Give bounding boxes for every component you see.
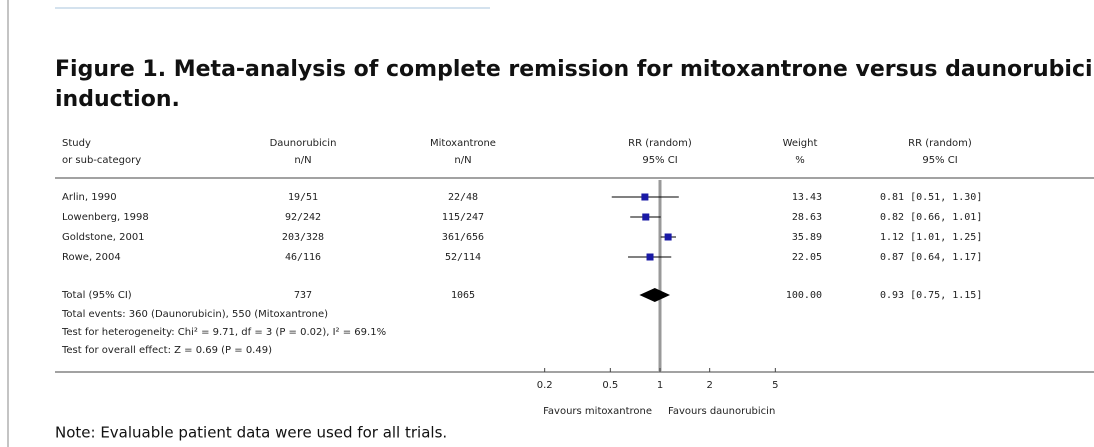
column-header: Study [62, 138, 91, 149]
daunorubicin-count: 92/242 [285, 212, 321, 223]
ci-label: 1.12 [1.01, 1.25] [880, 232, 982, 243]
mitoxantrone-count: 361/656 [442, 232, 484, 243]
study-name: Lowenberg, 1998 [62, 212, 149, 223]
pooled-diamond [639, 288, 671, 302]
mitoxantrone-count: 1065 [451, 290, 475, 301]
x-tick-label: 1 [657, 380, 663, 391]
study-name: Arlin, 1990 [62, 192, 117, 203]
daunorubicin-count: 203/328 [282, 232, 324, 243]
study-name: Total (95% CI) [61, 290, 132, 301]
column-header: n/N [454, 155, 471, 166]
mitoxantrone-count: 52/114 [445, 252, 481, 263]
point-estimate [664, 233, 672, 241]
column-header: Weight [783, 138, 818, 149]
ci-label: 0.93 [0.75, 1.15] [880, 290, 982, 301]
column-header: RR (random) [908, 138, 972, 149]
ci-label: 0.81 [0.51, 1.30] [880, 192, 982, 203]
weight: 28.63 [792, 212, 822, 223]
column-header: 95% CI [642, 155, 677, 166]
point-estimate [641, 193, 649, 201]
x-tick-label: 5 [772, 380, 778, 391]
daunorubicin-count: 737 [294, 290, 312, 301]
footnote: Note: Evaluable patient data were used f… [55, 424, 447, 442]
x-tick-label: 2 [706, 380, 712, 391]
mitoxantrone-count: 115/247 [442, 212, 484, 223]
column-header: Mitoxantrone [430, 138, 496, 149]
column-header: Daunorubicin [270, 138, 337, 149]
study-name: Rowe, 2004 [62, 252, 121, 263]
summary-note: Test for heterogeneity: Chi² = 9.71, df … [61, 327, 386, 338]
ci-label: 0.82 [0.66, 1.01] [880, 212, 982, 223]
column-header: % [795, 155, 805, 166]
daunorubicin-count: 19/51 [288, 192, 318, 203]
column-header: 95% CI [922, 155, 957, 166]
weight: 13.43 [792, 192, 822, 203]
column-header: or sub-category [62, 155, 141, 166]
favours-left: Favours mitoxantrone [543, 406, 652, 417]
mitoxantrone-count: 22/48 [448, 192, 478, 203]
favours-right: Favours daunorubicin [668, 406, 775, 417]
daunorubicin-count: 46/116 [285, 252, 321, 263]
weight: 35.89 [792, 232, 822, 243]
title-line: Figure 1. Meta-analysis of complete remi… [55, 57, 1094, 82]
column-header: n/N [294, 155, 311, 166]
column-header: RR (random) [628, 138, 692, 149]
ci-label: 0.87 [0.64, 1.17] [880, 252, 982, 263]
summary-note: Total events: 360 (Daunorubicin), 550 (M… [61, 309, 328, 320]
x-tick-label: 0.5 [602, 380, 618, 391]
weight: 100.00 [786, 290, 822, 301]
title-line: induction. [55, 87, 180, 112]
study-name: Goldstone, 2001 [62, 232, 145, 243]
point-estimate [646, 253, 654, 261]
point-estimate [642, 213, 650, 221]
weight: 22.05 [792, 252, 822, 263]
x-tick-label: 0.2 [537, 380, 553, 391]
summary-note: Test for overall effect: Z = 0.69 (P = 0… [61, 345, 272, 356]
